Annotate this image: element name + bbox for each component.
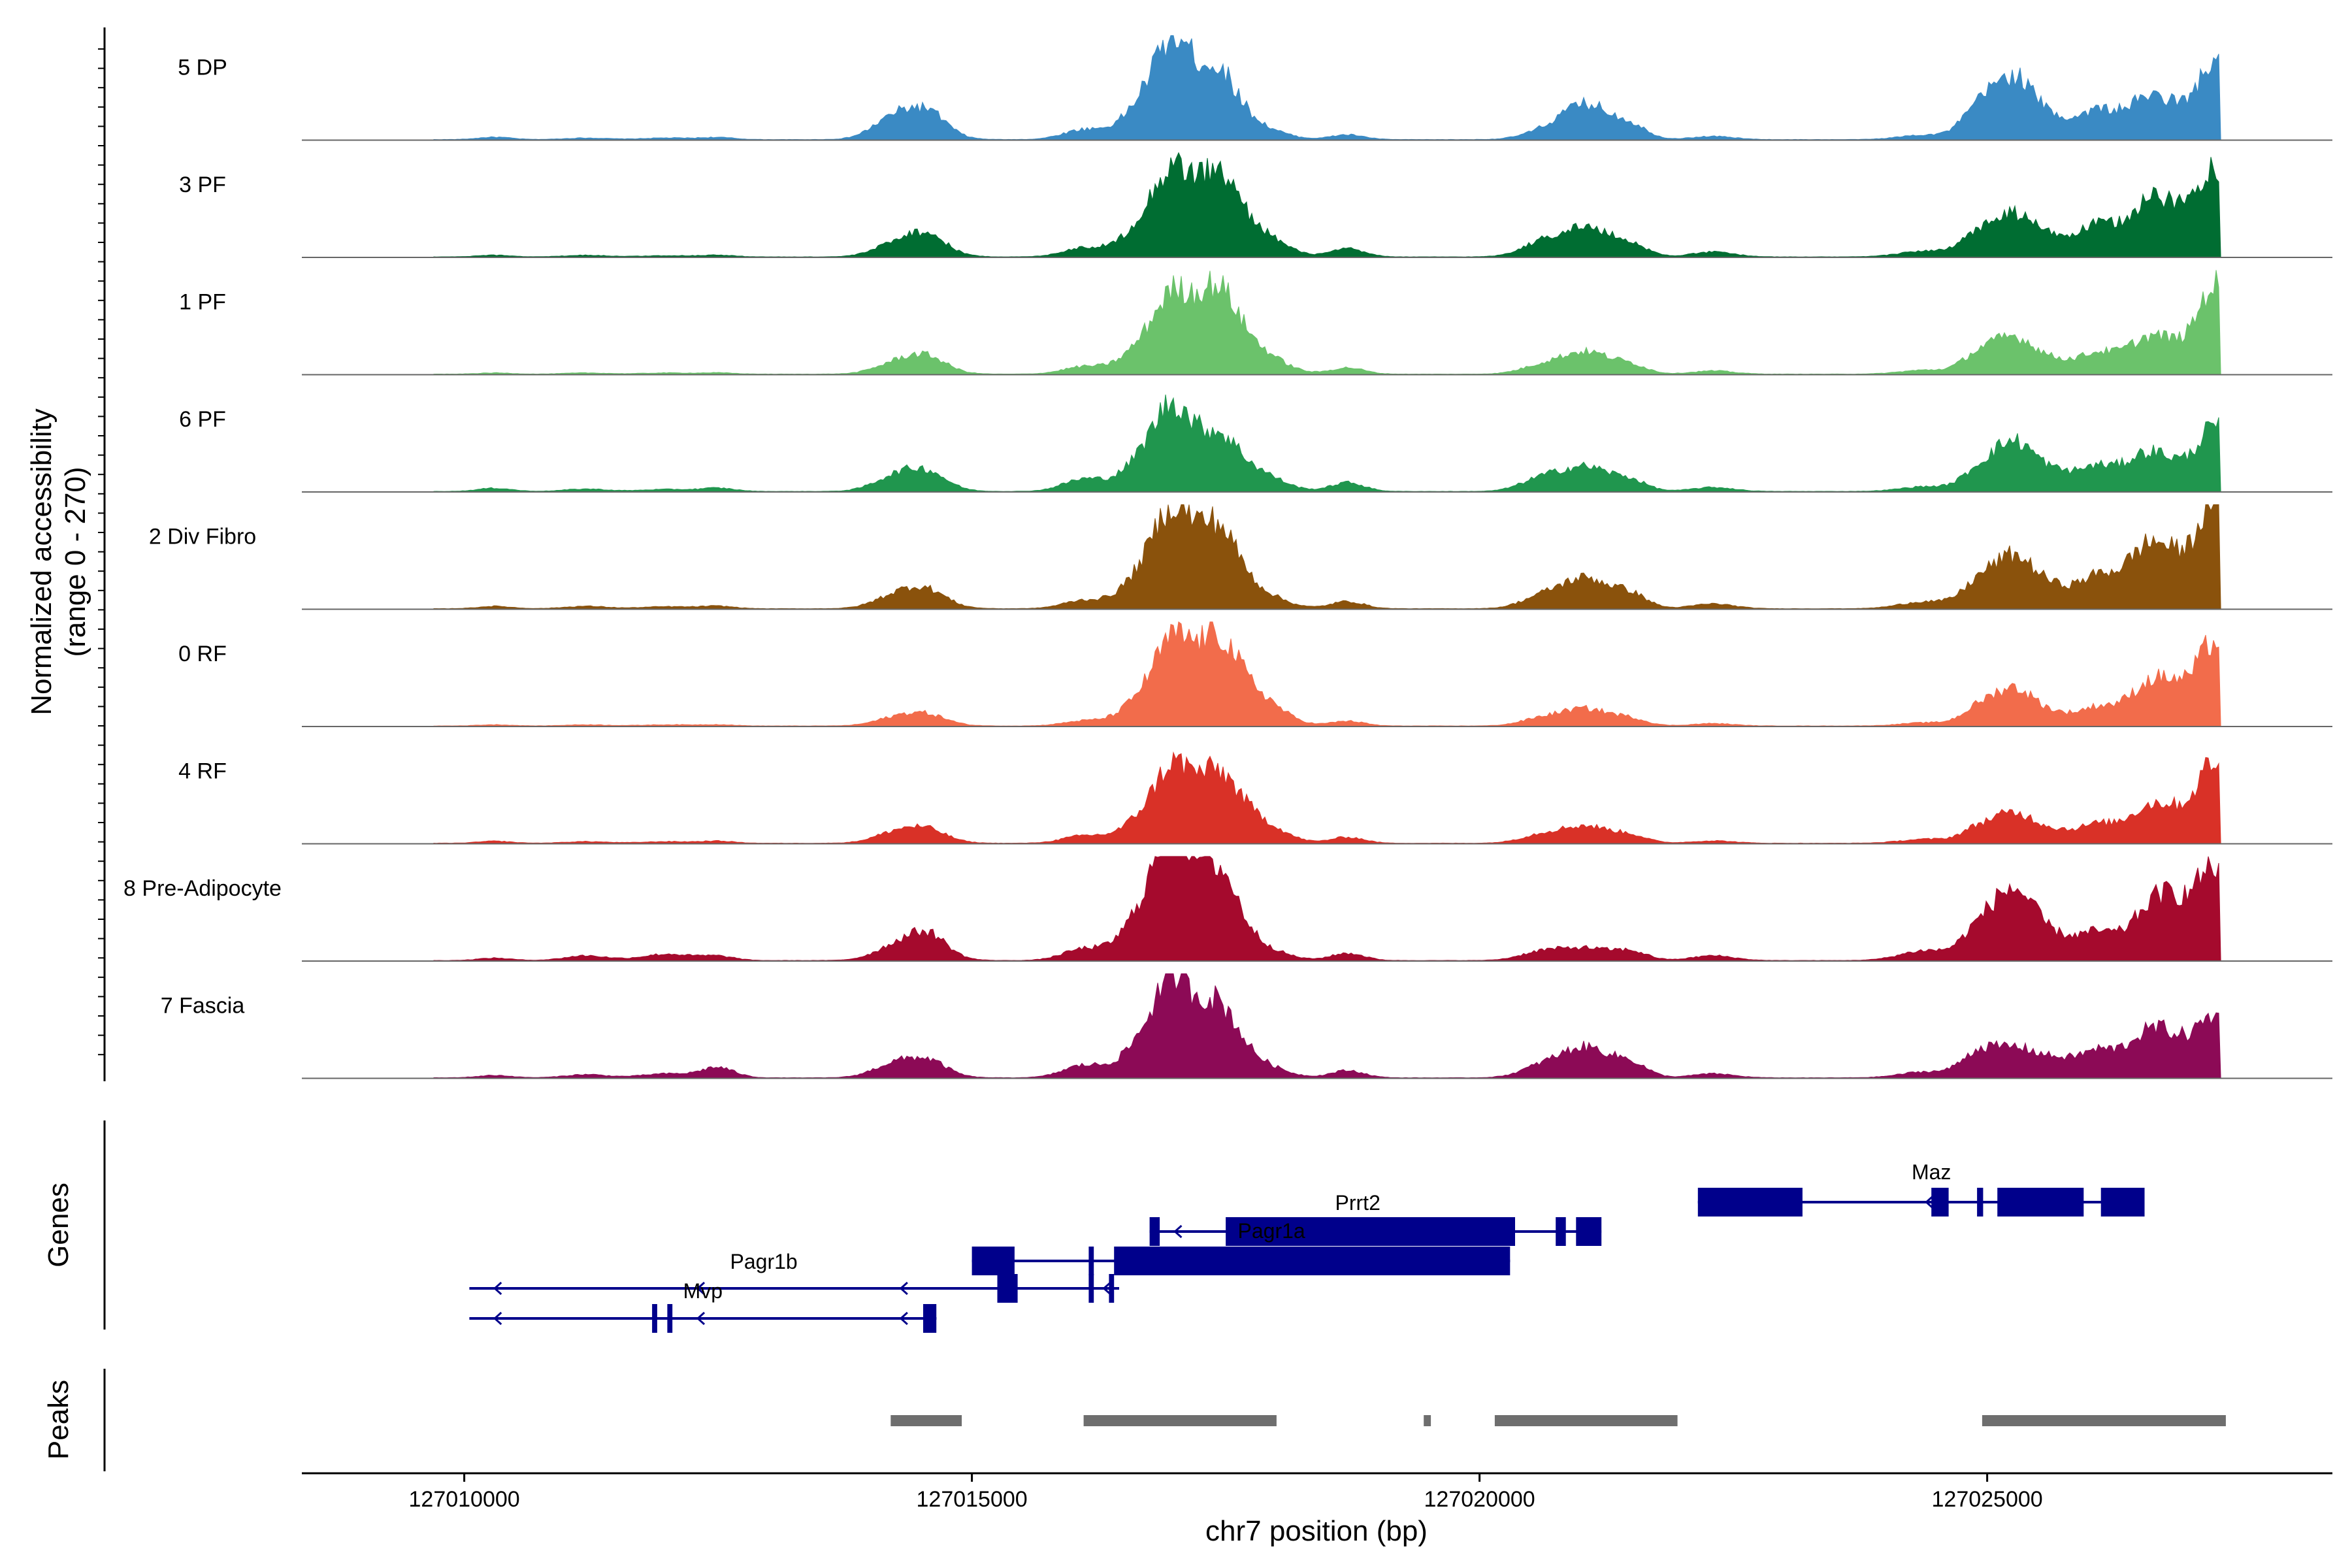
- coverage-area: [433, 621, 2221, 727]
- track-3-pf: 3 PF: [179, 152, 2332, 258]
- coverage-area: [433, 270, 2221, 375]
- track-6-pf: 6 PF: [179, 394, 2332, 493]
- y-axis-label-line1: Normalized accessibility: [25, 408, 57, 715]
- track-label: 3 PF: [179, 172, 226, 197]
- coverage-area: [433, 152, 2221, 258]
- coverage-area: [433, 504, 2221, 610]
- coverage-y-ticks: [98, 48, 105, 1056]
- x-tick-label: 127010000: [409, 1487, 520, 1512]
- gene-label: Pagr1a: [1238, 1219, 1305, 1243]
- strand-arrow: [899, 1281, 908, 1296]
- strand-arrow: [696, 1311, 706, 1326]
- y-axis-label-line2: (range 0 - 270): [59, 466, 91, 657]
- gene-exon: [1114, 1247, 1511, 1275]
- gene-mvp: Mvp: [469, 1279, 937, 1333]
- strand-arrow: [1173, 1224, 1183, 1239]
- x-tick-label: 127020000: [1424, 1487, 1535, 1512]
- track-label: 1 PF: [179, 290, 226, 315]
- track-label: 7 Fascia: [161, 994, 245, 1019]
- gene-exon: [1556, 1217, 1566, 1246]
- gene-label: Pagr1b: [730, 1250, 798, 1273]
- gene-exon: [923, 1304, 937, 1333]
- strand-arrow: [1102, 1281, 1111, 1296]
- gene-pagr1b: Pagr1b: [469, 1250, 1119, 1303]
- peak-region: [1982, 1415, 2226, 1426]
- gene-exon: [1088, 1247, 1094, 1275]
- track-5-dp: 5 DP: [178, 35, 2332, 141]
- genes-track-label: Genes: [42, 1183, 74, 1267]
- x-tick-label: 127015000: [917, 1487, 1028, 1512]
- track-0-rf: 0 RF: [178, 621, 2332, 727]
- gene-exon: [972, 1247, 1015, 1275]
- track-2-div-fibro: 2 Div Fibro: [149, 504, 2332, 610]
- peaks-track-label: Peaks: [42, 1380, 74, 1460]
- track-8-pre-adipocyte: 8 Pre-Adipocyte: [123, 856, 2332, 962]
- gene-prrt2: Prrt2: [1149, 1191, 1602, 1246]
- track-label: 4 RF: [178, 759, 227, 784]
- gene-label: Mvp: [683, 1279, 723, 1303]
- track-label: 0 RF: [178, 642, 227, 666]
- x-axis-title: chr7 position (bp): [1205, 1515, 1428, 1547]
- strand-arrow: [696, 1281, 706, 1296]
- coverage-area: [433, 973, 2221, 1079]
- gene-exon: [652, 1304, 657, 1333]
- strand-arrow: [493, 1311, 502, 1326]
- gene-exon: [1576, 1217, 1602, 1246]
- peaks-track: [890, 1415, 2226, 1426]
- peak-region: [890, 1415, 962, 1426]
- track-label: 6 PF: [179, 407, 226, 432]
- track-label: 2 Div Fibro: [149, 525, 256, 549]
- gene-label: Maz: [1912, 1160, 1951, 1184]
- peak-region: [1494, 1415, 1678, 1426]
- track-1-pf: 1 PF: [179, 270, 2332, 376]
- strand-arrow: [1925, 1195, 1934, 1209]
- track-4-rf: 4 RF: [178, 751, 2332, 845]
- x-tick-label: 127025000: [1932, 1487, 2043, 1512]
- gene-label: Prrt2: [1335, 1191, 1380, 1215]
- gene-maz: Maz: [1697, 1160, 2145, 1217]
- coverage-area: [433, 751, 2221, 844]
- gene-exon: [1226, 1217, 1515, 1246]
- coverage-area: [433, 394, 2221, 493]
- gene-exon: [1149, 1217, 1160, 1246]
- genes-track: Maz Prrt2 Pagr1a Pagr1b Mvp: [469, 1160, 2145, 1333]
- gene-exon: [1977, 1188, 1984, 1217]
- track-label: 5 DP: [178, 56, 227, 80]
- strand-arrow: [493, 1281, 502, 1296]
- gene-exon: [1697, 1188, 1803, 1217]
- gene-exon: [997, 1274, 1018, 1303]
- coverage-area: [433, 856, 2221, 962]
- peak-region: [1083, 1415, 1277, 1426]
- gene-exon: [1997, 1188, 2084, 1217]
- coverage-tracks: 5 DP 3 PF 1 PF 6 PF 2 Div Fibro 0 RF 4 RF 8 Pre…: [123, 35, 2332, 1079]
- gene-exon: [1109, 1274, 1115, 1303]
- x-axis-ticks: 127010000 127015000 127020000 127025000: [409, 1473, 2043, 1512]
- gene-exon: [1088, 1274, 1094, 1303]
- strand-arrow: [899, 1311, 908, 1326]
- gene-exon: [1931, 1188, 1949, 1217]
- gene-exon: [667, 1304, 673, 1333]
- peak-region: [1424, 1415, 1431, 1426]
- gene-exon: [2100, 1188, 2145, 1217]
- track-7-fascia: 7 Fascia: [161, 973, 2332, 1079]
- coverage-area: [433, 35, 2221, 140]
- track-label: 8 Pre-Adipocyte: [123, 876, 282, 901]
- gene-pagr1a: Pagr1a: [972, 1219, 1511, 1275]
